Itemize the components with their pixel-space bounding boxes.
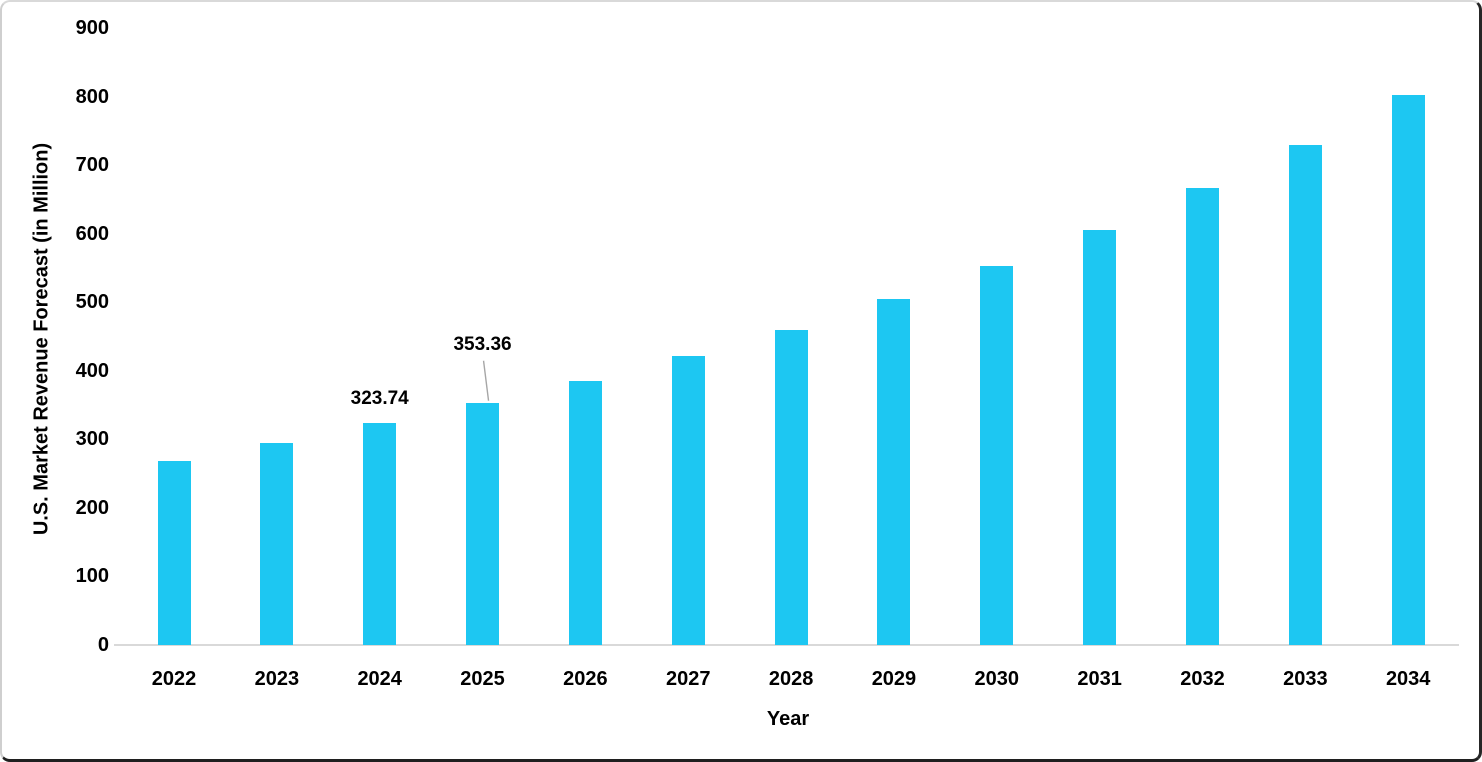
leader-line-layer [482, 360, 490, 401]
bar-2032 [1186, 188, 1219, 645]
y-tick-label: 200 [75, 496, 109, 519]
bar-2027 [671, 356, 705, 645]
x-tick-label: 2032 [1180, 668, 1225, 690]
bar-2031 [1083, 230, 1117, 645]
data-label-2024: 323.74 [350, 388, 409, 410]
bar-2033 [1288, 144, 1322, 645]
x-tick-label: 2024 [357, 668, 402, 690]
y-tick-label: 400 [75, 359, 109, 382]
bar-2029 [877, 299, 911, 645]
x-tick-label: 2023 [254, 668, 300, 690]
leader-line [482, 360, 490, 401]
x-tick-label: 2026 [563, 668, 608, 690]
bar-2030 [980, 265, 1014, 645]
y-tick-label: 600 [75, 222, 109, 245]
plot-area: 323.74 353.36 [114, 28, 1459, 646]
y-tick-label: 900 [75, 17, 109, 39]
y-tick-label: 300 [75, 428, 109, 451]
y-tick-label: 800 [75, 85, 109, 108]
bar-2034 [1391, 94, 1425, 645]
x-tick-label: 2027 [666, 668, 711, 690]
x-tick-label: 2033 [1283, 668, 1328, 690]
x-tick-label: 2031 [1077, 668, 1122, 690]
bar-2025 [466, 402, 500, 645]
x-tick-label: 2030 [974, 668, 1020, 690]
y-tick-label: 700 [75, 154, 109, 177]
x-axis-line [114, 644, 1459, 646]
x-tick-label: 2025 [460, 668, 505, 690]
x-tick-label: 2034 [1385, 668, 1431, 690]
data-label-2025: 353.36 [453, 333, 512, 355]
bar-2024 [363, 423, 397, 645]
y-tick-label: 100 [75, 565, 109, 588]
x-axis-title: Year [766, 708, 810, 730]
bar-2023 [260, 442, 294, 645]
y-tick-label: 500 [75, 291, 109, 314]
bar-2026 [568, 381, 602, 645]
x-tick-label: 2028 [768, 668, 814, 690]
x-tick-label: 2029 [871, 668, 917, 690]
x-tick-label: 2022 [151, 668, 197, 690]
y-tick-label: 0 [97, 634, 109, 656]
y-axis-title: U.S. Market Revenue Forecast (in Million… [30, 142, 53, 536]
bar-2028 [774, 329, 808, 645]
bar-2022 [157, 461, 191, 645]
